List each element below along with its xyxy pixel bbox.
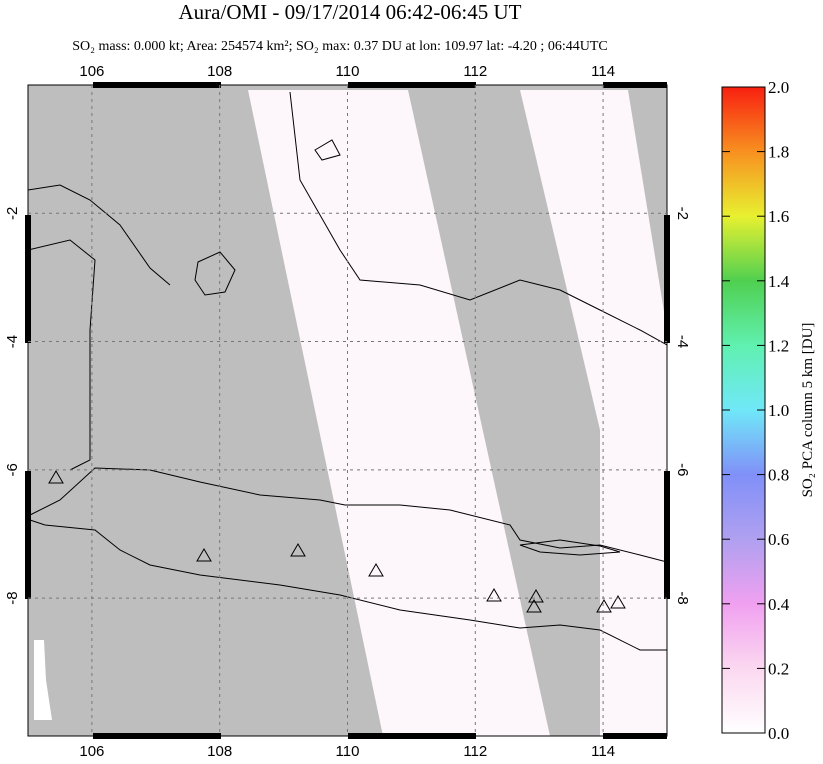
x-tick-label: 106 (79, 743, 104, 759)
colorbar-tick-label: 0.6 (768, 530, 789, 549)
y-tick-label: -8 (674, 591, 691, 604)
x-tick-label: 106 (79, 63, 104, 80)
y-tick-label: -6 (4, 463, 21, 476)
x-tick-label: 114 (591, 63, 615, 80)
x-tick-label: 110 (336, 743, 360, 759)
subtitle: SO₂ mass: 0.000 kt; Area: 254574 km²; SO… (72, 39, 607, 54)
y-tick-label: -2 (4, 207, 21, 220)
frame-ticks (25, 82, 670, 739)
swath (34, 640, 52, 720)
colorbar-tick-label: 0.0 (768, 724, 789, 743)
swath (520, 90, 667, 736)
y-tick-label: -2 (674, 207, 691, 220)
x-tick-label: 108 (207, 63, 232, 80)
colorbar-tick-label: 2.0 (768, 78, 789, 97)
map (28, 85, 667, 736)
colorbar-tick-label: 1.6 (768, 207, 789, 226)
y-tick-label: -6 (674, 463, 691, 476)
title: Aura/OMI - 09/17/2014 06:42-06:45 UT (179, 0, 522, 24)
colorbar-tick-label: 1.0 (768, 401, 789, 420)
colorbar-tick-label: 1.8 (768, 143, 789, 162)
y-tick-label: -8 (4, 591, 21, 604)
x-tick-label: 112 (463, 63, 487, 80)
colorbar-tick-label: 0.4 (768, 595, 790, 614)
x-tick-label: 112 (463, 743, 487, 759)
colorbar-tick-label: 1.2 (768, 336, 789, 355)
colorbar-tick-label: 0.8 (768, 466, 789, 485)
x-tick-label: 110 (336, 63, 360, 80)
x-tick-label: 114 (591, 743, 615, 759)
volcanoes (48, 470, 626, 613)
colorbar-tick-label: 1.4 (768, 272, 790, 291)
colorbar-label: SO₂ PCA column 5 km [DU] (800, 323, 816, 498)
y-tick-label: -4 (674, 335, 691, 348)
y-tick-label: -4 (4, 335, 21, 348)
x-tick-label: 108 (207, 743, 232, 759)
swath (248, 90, 550, 736)
coastline (28, 91, 667, 651)
colorbar-tick-label: 0.2 (768, 659, 789, 678)
